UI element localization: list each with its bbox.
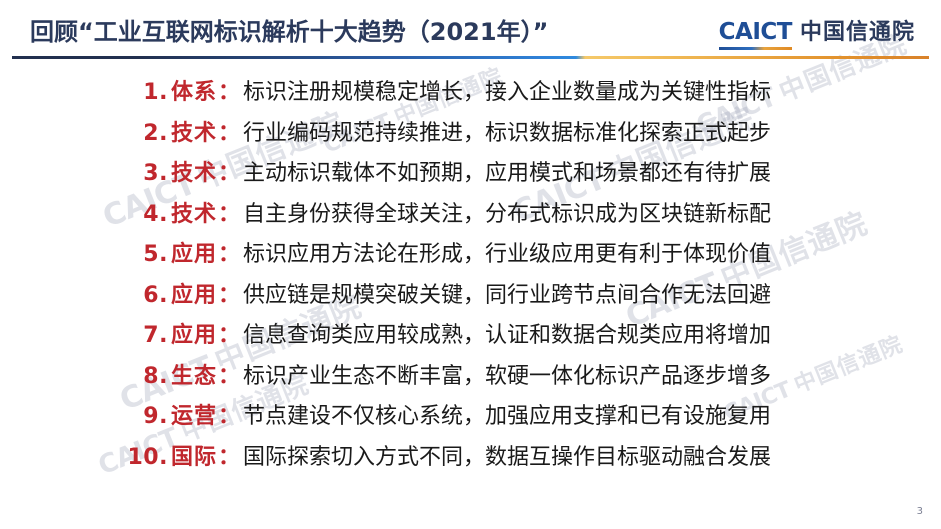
- trend-item-number: 5.: [143, 242, 168, 267]
- trend-item-text: 国际探索切入方式不同，数据互操作目标驱动融合发展: [243, 444, 772, 470]
- caict-underline-bar: [718, 47, 792, 50]
- trend-item: 2. 技术： 行业编码规范持续推进，标识数据标准化探索正式起步: [0, 115, 941, 156]
- trend-item-text: 自主身份获得全球关注，分布式标识成为区块链新标配: [243, 201, 772, 227]
- trend-item-colon: ：: [217, 161, 240, 186]
- trend-item-category: 生态: [170, 363, 217, 389]
- trend-item-colon: ：: [217, 282, 240, 308]
- trend-item-category: 应用: [170, 282, 217, 308]
- trend-item-category: 体系: [170, 80, 217, 105]
- trend-item-category: 技术: [170, 201, 217, 227]
- trend-item-label: 4. 技术：: [0, 196, 240, 228]
- trend-item-category: 应用: [170, 242, 217, 267]
- trend-item-text: 节点建设不仅核心系统，加强应用支撑和已有设施复用: [243, 404, 772, 429]
- trend-item-colon: ：: [217, 444, 240, 470]
- trend-item-category: 技术: [170, 120, 217, 146]
- trend-item: 4. 技术： 自主身份获得全球关注，分布式标识成为区块链新标配: [0, 196, 941, 237]
- caict-mark-text: CAICT: [718, 19, 793, 45]
- trend-item-number: 9.: [143, 404, 168, 429]
- trend-item: 7. 应用： 信息查询类应用较成熟，认证和数据合规类应用将增加: [0, 317, 941, 358]
- trend-list: 1. 体系： 标识注册规模稳定增长，接入企业数量成为关键性指标 2. 技术： 行业编码规范…: [0, 74, 941, 479]
- trend-item-text: 主动标识载体不如预期，应用模式和场景都还有待扩展: [243, 161, 772, 186]
- trend-item-text: 信息查询类应用较成熟，认证和数据合规类应用将增加: [243, 323, 772, 348]
- trend-item-number: 6.: [143, 282, 168, 308]
- trend-item-colon: ：: [217, 120, 240, 146]
- trend-item-colon: ：: [217, 242, 240, 267]
- trend-item-category: 国际: [170, 444, 217, 470]
- trend-item: 5. 应用： 标识应用方法论在形成，行业级应用更有利于体现价值: [0, 236, 941, 277]
- trend-item-label: 2. 技术：: [0, 115, 240, 147]
- trend-item-label: 6. 应用：: [0, 277, 240, 309]
- caict-logo: CAICT 中国信通院: [718, 14, 915, 50]
- trend-item-number: 10.: [127, 444, 168, 470]
- trend-item: 9. 运营： 节点建设不仅核心系统，加强应用支撑和已有设施复用: [0, 398, 941, 439]
- trend-item-text: 标识产业生态不断丰富，软硬一体化标识产品逐步增多: [243, 363, 772, 389]
- trend-item: 3. 技术： 主动标识载体不如预期，应用模式和场景都还有待扩展: [0, 155, 941, 196]
- trend-item: 1. 体系： 标识注册规模稳定增长，接入企业数量成为关键性指标: [0, 74, 941, 115]
- caict-wordmark: CAICT: [718, 19, 793, 50]
- trend-item-colon: ：: [217, 323, 240, 348]
- page-title: 回顾“工业互联网标识解析十大趋势（2021年）”: [30, 18, 549, 46]
- trend-item-colon: ：: [217, 404, 240, 429]
- trend-item-label: 7. 应用：: [0, 317, 240, 349]
- trend-item-label: 9. 运营：: [0, 398, 240, 430]
- trend-item-colon: ：: [217, 363, 240, 389]
- trend-item-number: 2.: [143, 120, 168, 146]
- trend-item-number: 3.: [143, 161, 168, 186]
- trend-item: 10. 国际： 国际探索切入方式不同，数据互操作目标驱动融合发展: [0, 439, 941, 480]
- trend-item: 8. 生态： 标识产业生态不断丰富，软硬一体化标识产品逐步增多: [0, 358, 941, 399]
- trend-item-colon: ：: [217, 201, 240, 227]
- trend-item-text: 标识注册规模稳定增长，接入企业数量成为关键性指标: [243, 80, 772, 105]
- trend-item-number: 7.: [143, 323, 168, 348]
- caict-chinese-name: 中国信通院: [799, 20, 915, 45]
- trend-item-label: 3. 技术：: [0, 155, 240, 187]
- trend-item-label: 8. 生态：: [0, 358, 240, 390]
- trend-item-number: 4.: [143, 201, 168, 227]
- trend-item-label: 1. 体系：: [0, 74, 240, 106]
- trend-item-text: 行业编码规范持续推进，标识数据标准化探索正式起步: [243, 120, 772, 146]
- slide-header: 回顾“工业互联网标识解析十大趋势（2021年）” CAICT 中国信通院: [0, 0, 941, 58]
- trend-item-number: 1.: [143, 80, 168, 105]
- trend-item-label: 10. 国际：: [0, 439, 240, 471]
- trend-item-category: 应用: [170, 323, 217, 348]
- trend-item-text: 供应链是规模突破关键，同行业跨节点间合作无法回避: [243, 282, 772, 308]
- trend-item-colon: ：: [217, 80, 240, 105]
- trend-item-text: 标识应用方法论在形成，行业级应用更有利于体现价值: [243, 242, 772, 267]
- trend-item-category: 运营: [170, 404, 217, 429]
- header-divider-bar: [12, 56, 929, 59]
- trend-item-label: 5. 应用：: [0, 236, 240, 268]
- trend-item-number: 8.: [143, 363, 168, 389]
- page-number: 3: [916, 506, 923, 517]
- trend-item: 6. 应用： 供应链是规模突破关键，同行业跨节点间合作无法回避: [0, 277, 941, 318]
- trend-item-category: 技术: [170, 161, 217, 186]
